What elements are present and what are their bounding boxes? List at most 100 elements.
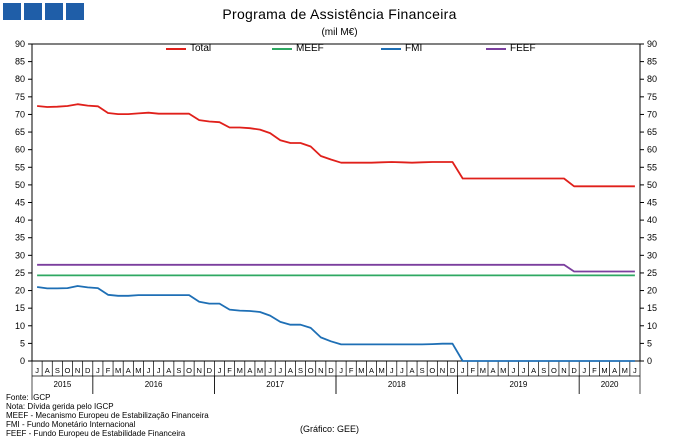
x-tick-label: F xyxy=(227,366,232,375)
x-tick-label: J xyxy=(218,366,222,375)
y-tick-label-left: 0 xyxy=(20,356,25,366)
legend-label-fmi: FMI xyxy=(405,43,423,54)
x-tick-label: D xyxy=(85,366,91,375)
y-tick-label-right: 40 xyxy=(647,215,657,225)
y-tick-label-right: 60 xyxy=(647,145,657,155)
x-tick-label: F xyxy=(349,366,354,375)
y-tick-label-left: 5 xyxy=(20,338,25,348)
x-tick-label: A xyxy=(247,366,252,375)
x-year-label: 2018 xyxy=(388,380,406,389)
y-tick-label-left: 10 xyxy=(15,321,25,331)
legend-label-feef: FEEF xyxy=(510,43,536,54)
chart-subtitle: (mil M€) xyxy=(321,27,358,38)
y-tick-label-left: 45 xyxy=(15,198,25,208)
y-tick-label-left: 55 xyxy=(15,162,25,172)
y-tick-label-left: 40 xyxy=(15,215,25,225)
logo-block xyxy=(66,3,84,20)
x-tick-label: M xyxy=(601,366,607,375)
legend-item-fmi: FMI xyxy=(381,43,422,54)
x-tick-label: J xyxy=(390,366,394,375)
chart-credit: (Gráfico: GEE) xyxy=(300,424,360,434)
y-tick-label-right: 0 xyxy=(647,356,652,366)
x-tick-label: O xyxy=(186,366,192,375)
y-tick-label-right: 30 xyxy=(647,250,657,260)
y-tick-label-right: 25 xyxy=(647,268,657,278)
x-tick-label: A xyxy=(126,366,131,375)
x-tick-label: M xyxy=(622,366,628,375)
series-line-fmi xyxy=(36,285,635,362)
x-tick-label: D xyxy=(328,366,334,375)
y-tick-label-left: 75 xyxy=(15,92,25,102)
x-tick-label: M xyxy=(358,366,364,375)
y-tick-label-left: 20 xyxy=(15,286,25,296)
y-tick-label-right: 75 xyxy=(647,92,657,102)
x-tick-label: N xyxy=(561,366,566,375)
y-tick-label-right: 55 xyxy=(647,162,657,172)
x-tick-label: A xyxy=(166,366,171,375)
footnote-note: Nota: Dívida gerida pelo IGCP xyxy=(6,402,114,411)
x-tick-label: N xyxy=(318,366,323,375)
x-tick-label: D xyxy=(207,366,213,375)
legend-item-feef: FEEF xyxy=(486,43,536,54)
x-tick-label: J xyxy=(35,366,39,375)
y-tick-label-right: 45 xyxy=(647,198,657,208)
x-tick-label: A xyxy=(369,366,374,375)
x-tick-label: J xyxy=(278,366,282,375)
y-tick-label-left: 30 xyxy=(15,250,25,260)
logo-block xyxy=(45,3,63,20)
legend-swatch-meef xyxy=(272,47,292,50)
legend-swatch-total xyxy=(166,47,186,50)
x-tick-label: S xyxy=(420,366,425,375)
chart-title: Programa de Assistência Financeira xyxy=(222,6,457,22)
legend-swatch-fmi xyxy=(381,47,401,50)
x-tick-label: M xyxy=(237,366,243,375)
x-tick-label: A xyxy=(409,366,414,375)
y-tick-label-left: 65 xyxy=(15,127,25,137)
x-tick-label: F xyxy=(592,366,597,375)
series-line-feef xyxy=(37,263,635,273)
series-line-total xyxy=(37,103,635,188)
y-tick-label-left: 90 xyxy=(15,39,25,49)
x-tick-label: D xyxy=(450,366,456,375)
x-tick-label: A xyxy=(612,366,617,375)
x-tick-label: O xyxy=(65,366,71,375)
y-tick-label-left: 85 xyxy=(15,57,25,67)
y-tick-label-right: 50 xyxy=(647,180,657,190)
x-year-label: 2020 xyxy=(601,380,619,389)
x-tick-label: S xyxy=(176,366,181,375)
x-tick-label: M xyxy=(500,366,506,375)
x-tick-label: A xyxy=(491,366,496,375)
legend-swatch-feef xyxy=(486,47,506,50)
x-tick-label: N xyxy=(196,366,201,375)
x-tick-label: M xyxy=(115,366,121,375)
y-tick-label-right: 65 xyxy=(647,127,657,137)
legend-label-meef: MEEF xyxy=(296,43,324,54)
x-tick-label: M xyxy=(257,366,263,375)
y-tick-label-left: 25 xyxy=(15,268,25,278)
footnote-fmi: FMI - Fundo Monetário Internacional xyxy=(6,420,136,429)
x-tick-label: O xyxy=(551,366,557,375)
x-tick-label: O xyxy=(308,366,314,375)
x-tick-label: D xyxy=(571,366,577,375)
x-tick-label: J xyxy=(157,366,161,375)
y-tick-label-right: 10 xyxy=(647,321,657,331)
x-tick-label: J xyxy=(268,366,272,375)
x-tick-label: F xyxy=(106,366,111,375)
y-tick-label-right: 90 xyxy=(647,39,657,49)
x-tick-label: A xyxy=(288,366,293,375)
x-tick-label: J xyxy=(400,366,404,375)
x-tick-label: S xyxy=(541,366,546,375)
y-tick-label-left: 15 xyxy=(15,303,25,313)
x-tick-label: N xyxy=(75,366,80,375)
x-year-label: 2015 xyxy=(54,380,72,389)
x-year-label: 2017 xyxy=(266,380,284,389)
y-tick-label-right: 35 xyxy=(647,233,657,243)
footnote-meef: MEEF - Mecanismo Europeu de Estabilizaçã… xyxy=(6,411,209,420)
y-tick-label-left: 35 xyxy=(15,233,25,243)
x-year-label: 2016 xyxy=(145,380,163,389)
y-tick-label-right: 70 xyxy=(647,109,657,119)
logo xyxy=(3,3,84,20)
x-tick-label: J xyxy=(339,366,343,375)
x-tick-label: S xyxy=(55,366,60,375)
